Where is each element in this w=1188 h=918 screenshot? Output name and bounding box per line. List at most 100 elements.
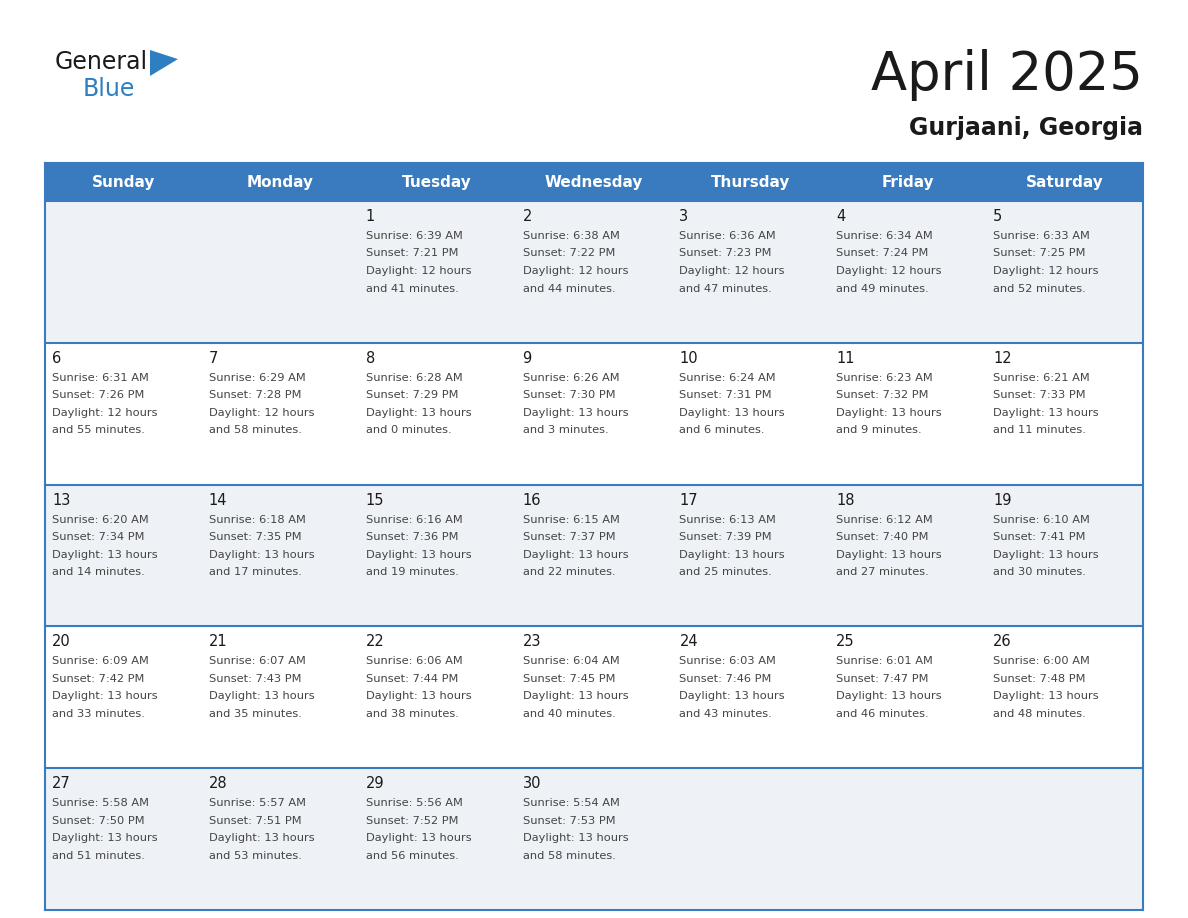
Bar (202, 342, 359, 485)
Text: Daylight: 13 hours: Daylight: 13 hours (993, 550, 1099, 560)
Text: Daylight: 13 hours: Daylight: 13 hours (523, 691, 628, 701)
Text: Sunrise: 6:06 AM: Sunrise: 6:06 AM (366, 656, 462, 666)
Text: and 19 minutes.: and 19 minutes. (366, 567, 459, 577)
Text: Sunset: 7:29 PM: Sunset: 7:29 PM (366, 390, 459, 400)
Text: and 3 minutes.: and 3 minutes. (523, 425, 608, 435)
Text: Sunrise: 6:03 AM: Sunrise: 6:03 AM (680, 656, 776, 666)
Text: Daylight: 13 hours: Daylight: 13 hours (366, 691, 472, 701)
Text: Daylight: 13 hours: Daylight: 13 hours (680, 550, 785, 560)
Bar (202, 768, 359, 910)
Text: Daylight: 13 hours: Daylight: 13 hours (993, 408, 1099, 418)
Bar (516, 485, 672, 626)
Text: and 58 minutes.: and 58 minutes. (209, 425, 302, 435)
Text: Sunrise: 6:04 AM: Sunrise: 6:04 AM (523, 656, 619, 666)
Text: Wednesday: Wednesday (545, 174, 643, 189)
Text: Sunset: 7:31 PM: Sunset: 7:31 PM (680, 390, 772, 400)
Text: Blue: Blue (83, 77, 135, 101)
Text: 18: 18 (836, 493, 855, 508)
Text: Sunset: 7:28 PM: Sunset: 7:28 PM (209, 390, 302, 400)
Text: Sunset: 7:51 PM: Sunset: 7:51 PM (209, 816, 302, 825)
Text: Daylight: 13 hours: Daylight: 13 hours (836, 408, 942, 418)
Text: Daylight: 13 hours: Daylight: 13 hours (523, 834, 628, 844)
Text: and 43 minutes.: and 43 minutes. (680, 709, 772, 719)
Polygon shape (150, 50, 178, 76)
Text: Sunset: 7:39 PM: Sunset: 7:39 PM (680, 532, 772, 543)
Text: and 11 minutes.: and 11 minutes. (993, 425, 1086, 435)
Text: Monday: Monday (247, 174, 314, 189)
Text: 17: 17 (680, 493, 699, 508)
Text: Sunrise: 6:15 AM: Sunrise: 6:15 AM (523, 515, 619, 524)
Text: and 35 minutes.: and 35 minutes. (209, 709, 302, 719)
Bar (672, 201, 829, 342)
Text: Sunset: 7:47 PM: Sunset: 7:47 PM (836, 674, 929, 684)
Text: 2: 2 (523, 209, 532, 224)
Text: 3: 3 (680, 209, 689, 224)
Text: and 38 minutes.: and 38 minutes. (366, 709, 459, 719)
Text: 7: 7 (209, 351, 219, 365)
Bar (202, 626, 359, 768)
Text: Sunrise: 6:18 AM: Sunrise: 6:18 AM (209, 515, 305, 524)
Text: Sunset: 7:34 PM: Sunset: 7:34 PM (52, 532, 145, 543)
Text: Sunrise: 6:24 AM: Sunrise: 6:24 AM (680, 373, 776, 383)
Bar (986, 485, 1143, 626)
Text: Daylight: 12 hours: Daylight: 12 hours (680, 266, 785, 276)
Bar (829, 626, 986, 768)
Bar (516, 626, 672, 768)
Text: Sunrise: 6:07 AM: Sunrise: 6:07 AM (209, 656, 305, 666)
Text: Sunrise: 6:09 AM: Sunrise: 6:09 AM (52, 656, 148, 666)
Text: Daylight: 13 hours: Daylight: 13 hours (523, 408, 628, 418)
Text: Daylight: 13 hours: Daylight: 13 hours (366, 408, 472, 418)
Text: Sunset: 7:40 PM: Sunset: 7:40 PM (836, 532, 929, 543)
Text: Sunset: 7:24 PM: Sunset: 7:24 PM (836, 249, 929, 259)
Text: and 44 minutes.: and 44 minutes. (523, 284, 615, 294)
Bar (359, 485, 516, 626)
Text: 20: 20 (52, 634, 71, 649)
Text: 27: 27 (52, 777, 71, 791)
Text: and 22 minutes.: and 22 minutes. (523, 567, 615, 577)
Bar (672, 626, 829, 768)
Bar (45, 485, 202, 626)
Bar (829, 201, 986, 342)
Text: Daylight: 13 hours: Daylight: 13 hours (366, 834, 472, 844)
Bar (986, 768, 1143, 910)
Text: Sunset: 7:36 PM: Sunset: 7:36 PM (366, 532, 459, 543)
Text: Sunset: 7:43 PM: Sunset: 7:43 PM (209, 674, 302, 684)
Text: Daylight: 12 hours: Daylight: 12 hours (209, 408, 315, 418)
Text: 24: 24 (680, 634, 699, 649)
Text: Daylight: 13 hours: Daylight: 13 hours (366, 550, 472, 560)
Text: Sunset: 7:41 PM: Sunset: 7:41 PM (993, 532, 1086, 543)
Text: and 52 minutes.: and 52 minutes. (993, 284, 1086, 294)
Text: Sunset: 7:45 PM: Sunset: 7:45 PM (523, 674, 615, 684)
Text: 21: 21 (209, 634, 227, 649)
Text: 14: 14 (209, 493, 227, 508)
Text: Daylight: 13 hours: Daylight: 13 hours (209, 691, 315, 701)
Text: Daylight: 12 hours: Daylight: 12 hours (836, 266, 942, 276)
Text: and 9 minutes.: and 9 minutes. (836, 425, 922, 435)
Text: Sunset: 7:37 PM: Sunset: 7:37 PM (523, 532, 615, 543)
Text: and 48 minutes.: and 48 minutes. (993, 709, 1086, 719)
Text: Sunset: 7:53 PM: Sunset: 7:53 PM (523, 816, 615, 825)
Bar (829, 342, 986, 485)
Text: Thursday: Thursday (712, 174, 790, 189)
Text: 30: 30 (523, 777, 541, 791)
Text: and 30 minutes.: and 30 minutes. (993, 567, 1086, 577)
Text: and 49 minutes.: and 49 minutes. (836, 284, 929, 294)
Text: Sunset: 7:32 PM: Sunset: 7:32 PM (836, 390, 929, 400)
Text: 26: 26 (993, 634, 1012, 649)
Text: Sunset: 7:26 PM: Sunset: 7:26 PM (52, 390, 145, 400)
Text: Sunrise: 6:34 AM: Sunrise: 6:34 AM (836, 231, 933, 241)
Text: 28: 28 (209, 777, 227, 791)
Text: Tuesday: Tuesday (403, 174, 472, 189)
Text: and 58 minutes.: and 58 minutes. (523, 851, 615, 861)
Bar (829, 768, 986, 910)
Text: Sunrise: 6:31 AM: Sunrise: 6:31 AM (52, 373, 148, 383)
Text: Sunset: 7:44 PM: Sunset: 7:44 PM (366, 674, 459, 684)
Text: Daylight: 13 hours: Daylight: 13 hours (836, 550, 942, 560)
Text: Gurjaani, Georgia: Gurjaani, Georgia (909, 116, 1143, 140)
Text: Sunrise: 6:00 AM: Sunrise: 6:00 AM (993, 656, 1091, 666)
Text: Friday: Friday (881, 174, 934, 189)
Bar (45, 342, 202, 485)
Text: Sunrise: 6:29 AM: Sunrise: 6:29 AM (209, 373, 305, 383)
Text: and 53 minutes.: and 53 minutes. (209, 851, 302, 861)
Text: 15: 15 (366, 493, 384, 508)
